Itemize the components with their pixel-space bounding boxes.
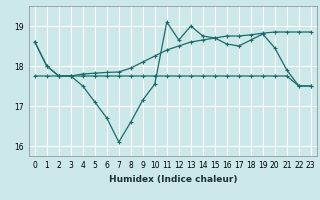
X-axis label: Humidex (Indice chaleur): Humidex (Indice chaleur) [108, 175, 237, 184]
